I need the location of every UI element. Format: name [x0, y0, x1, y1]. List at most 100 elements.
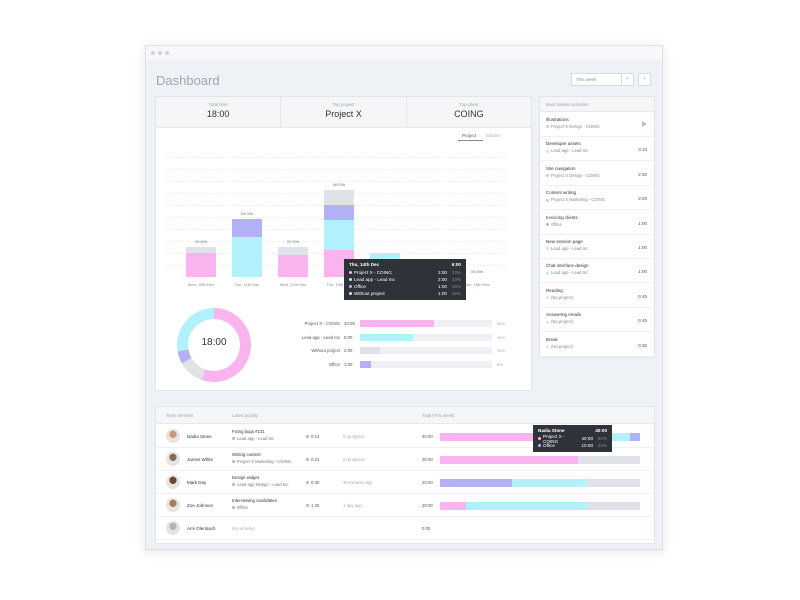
activity-list-item[interactable]: Developer assets Lead app - Lead Inc 3:10: [540, 137, 654, 162]
column-header-activity[interactable]: Latest activity: [232, 413, 259, 418]
latest-activity-title: Design widget: [232, 475, 259, 480]
window-dot[interactable]: [158, 51, 162, 55]
tab-project[interactable]: Project: [462, 133, 477, 138]
activity-project: (No project): [546, 319, 648, 324]
bar-segment[interactable]: [232, 218, 262, 237]
bar-segment[interactable]: [324, 190, 354, 205]
bar-segment[interactable]: [186, 247, 216, 253]
member-total-segment[interactable]: [440, 479, 512, 487]
column-header-total[interactable]: Total (This week): [422, 413, 455, 418]
column-header-member[interactable]: Team member: [166, 413, 194, 418]
window-dot[interactable]: [151, 51, 155, 55]
member-total-segment[interactable]: [586, 502, 640, 510]
activity-list-item[interactable]: Break (No project) 0:30: [540, 333, 654, 357]
latest-activity-project-label: Project X Marketing - COING: [237, 459, 291, 464]
bar-segment[interactable]: [186, 253, 216, 277]
activity-time: 1:00: [638, 269, 647, 275]
tooltip-row-name: Lead app - Lead Inc: [354, 277, 395, 282]
activity-project-label: Project X Marketing - COING: [551, 197, 605, 203]
activity-list-item[interactable]: Chat interface design Lead app - Lead Inc…: [540, 259, 654, 284]
member-total-segment[interactable]: [578, 456, 640, 464]
activity-list-item[interactable]: Reading (No project) 0:45: [540, 284, 654, 308]
project-row-bar[interactable]: [360, 361, 371, 368]
next-week-button[interactable]: ›: [638, 73, 651, 86]
tooltip-row-name: Office: [354, 284, 366, 289]
bar-segment[interactable]: [278, 247, 308, 255]
latest-activity-status: 30 minutes ago: [343, 480, 373, 485]
bullet-icon: [349, 285, 352, 288]
time-donut-chart: 18:00: [176, 307, 252, 383]
bar-total-label: 02:00h: [286, 239, 300, 244]
prev-week-button[interactable]: ‹: [621, 73, 634, 86]
tooltip-row-percent: 33%: [451, 270, 461, 275]
member-total-segment[interactable]: [586, 479, 640, 487]
date-range-select[interactable]: This week ▾: [571, 73, 627, 86]
bullet-icon: [349, 271, 352, 274]
team-member-row[interactable]: James White Writing content Project X Mark…: [156, 448, 654, 471]
activity-project-label: Project X Design - COING: [551, 172, 600, 178]
latest-activity-project-label: Lead app - Lead Inc: [237, 436, 275, 441]
summary-total-time: Total time 18:00: [156, 97, 282, 127]
activity-name: Break: [546, 336, 558, 342]
member-total-segment[interactable]: [440, 502, 466, 510]
donut-slice[interactable]: [177, 349, 192, 364]
bullet-icon: [546, 198, 549, 202]
latest-activity-duration-label: 0:30: [311, 480, 320, 485]
tooltip-row-percent: 16%: [451, 284, 461, 289]
activity-name: Site navigation: [546, 165, 576, 171]
project-row-bar[interactable]: [360, 334, 413, 341]
bar-segment[interactable]: [324, 205, 354, 220]
bullet-icon: [546, 149, 549, 153]
project-row-bar[interactable]: [360, 320, 434, 327]
activity-list-item[interactable]: Illustrations Project X Design - COING: [540, 113, 654, 137]
donut-center-total: 18:00: [201, 337, 227, 348]
activity-list-item[interactable]: Invoicing clients Office 1:00: [540, 211, 654, 235]
member-total-bar[interactable]: [440, 456, 640, 464]
latest-activity-status: In progress: [343, 434, 365, 439]
activity-project-label: Lead app - Lead Inc: [551, 270, 589, 276]
tooltip-row: Without project 1:00 16%: [349, 290, 461, 297]
overview-card: Total time 18:00 Top project Project X T…: [155, 96, 532, 391]
latest-activity-duration-label: 0:21: [311, 457, 320, 462]
latest-activity-project-label: Office: [237, 505, 248, 510]
activity-list-item[interactable]: Answering emails (No project) 0:45: [540, 308, 654, 333]
bar-segment[interactable]: [232, 236, 262, 277]
member-total-segment[interactable]: [512, 479, 586, 487]
activity-project: Project X Marketing - COING: [546, 197, 648, 202]
bar-segment[interactable]: [324, 220, 354, 250]
x-axis-tick-label: Tue, 11th Dec: [234, 282, 260, 287]
activity-project: (No project): [546, 295, 648, 300]
member-total-segment[interactable]: [630, 433, 640, 441]
bullet-icon: [349, 292, 352, 295]
activity-list-item[interactable]: Site navigation Project X Design - COING 2…: [540, 162, 654, 186]
donut-slice[interactable]: [201, 308, 251, 382]
activity-time: 2:00: [638, 196, 647, 202]
date-range-label: This week: [576, 77, 597, 82]
tab-billable[interactable]: Billable: [486, 133, 501, 138]
activity-list-item[interactable]: Content writing Project X Marketing - COI…: [540, 186, 654, 211]
donut-slice[interactable]: [181, 358, 206, 380]
activity-project-label: (No project): [551, 294, 573, 300]
bullet-icon: [306, 481, 309, 485]
member-total-bar[interactable]: [440, 479, 640, 487]
latest-activity-duration-label: 1:30: [311, 503, 320, 508]
bar-segment[interactable]: [278, 254, 308, 277]
member-total-segment[interactable]: [466, 502, 586, 510]
project-row-bar[interactable]: [360, 347, 380, 354]
member-total-segment[interactable]: [440, 456, 578, 464]
play-icon[interactable]: [642, 121, 647, 127]
donut-slice[interactable]: [177, 308, 214, 352]
bullet-icon: [546, 125, 549, 129]
activity-list-item[interactable]: New session page Lead app - Lead Inc 1:00: [540, 235, 654, 259]
member-total-segment[interactable]: [440, 433, 540, 441]
tooltip-row: Project X - COING 2:00 33%: [349, 269, 461, 276]
member-total-bar[interactable]: [440, 502, 640, 510]
bullet-icon: [232, 460, 235, 464]
team-member-row[interactable]: Arni Olenbach (No activity) 0:00: [156, 517, 654, 540]
team-member-row[interactable]: Mark Day Design widget Lead app Design - L…: [156, 471, 654, 494]
latest-activity-duration: 0:12: [306, 434, 319, 439]
team-member-row[interactable]: Zoe Johnson Interviewing candidates Office…: [156, 494, 654, 517]
project-row-percent: 40%: [497, 335, 506, 340]
window-dot[interactable]: [165, 51, 169, 55]
bar-total-label: 06:00h: [332, 182, 346, 187]
